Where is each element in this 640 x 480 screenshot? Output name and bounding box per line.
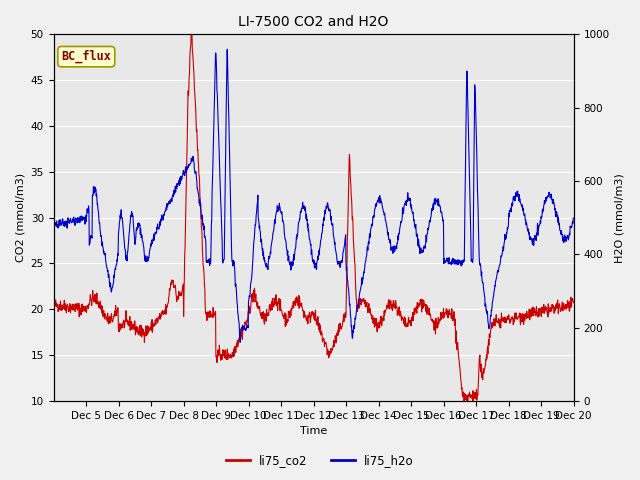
Y-axis label: CO2 (mmol/m3): CO2 (mmol/m3) [15, 173, 25, 262]
li75_co2 [570, 300, 577, 306]
li75_co2 [460, 398, 468, 404]
li75_co2 [291, 300, 298, 306]
li75_co2 [90, 296, 98, 301]
Line: li75_h2o: li75_h2o [54, 49, 573, 342]
li75_h2o [346, 307, 354, 313]
li75_co2 [50, 300, 58, 306]
li75_co2 [346, 158, 354, 164]
Y-axis label: H2O (mmol/m3): H2O (mmol/m3) [615, 173, 625, 263]
li75_h2o [223, 47, 231, 52]
Title: LI-7500 CO2 and H2O: LI-7500 CO2 and H2O [238, 15, 388, 29]
li75_h2o [90, 189, 98, 195]
li75_h2o [271, 221, 278, 227]
li75_co2 [188, 23, 195, 28]
li75_co2 [271, 298, 278, 303]
li75_h2o [236, 339, 244, 345]
li75_h2o [291, 247, 299, 253]
li75_h2o [570, 215, 577, 221]
li75_co2 [282, 324, 289, 329]
li75_h2o [282, 237, 289, 243]
X-axis label: Time: Time [300, 426, 327, 436]
Text: BC_flux: BC_flux [61, 50, 111, 63]
Legend: li75_co2, li75_h2o: li75_co2, li75_h2o [221, 449, 419, 472]
li75_h2o [111, 266, 119, 272]
Line: li75_co2: li75_co2 [54, 25, 573, 401]
li75_h2o [50, 220, 58, 226]
li75_co2 [111, 308, 119, 314]
